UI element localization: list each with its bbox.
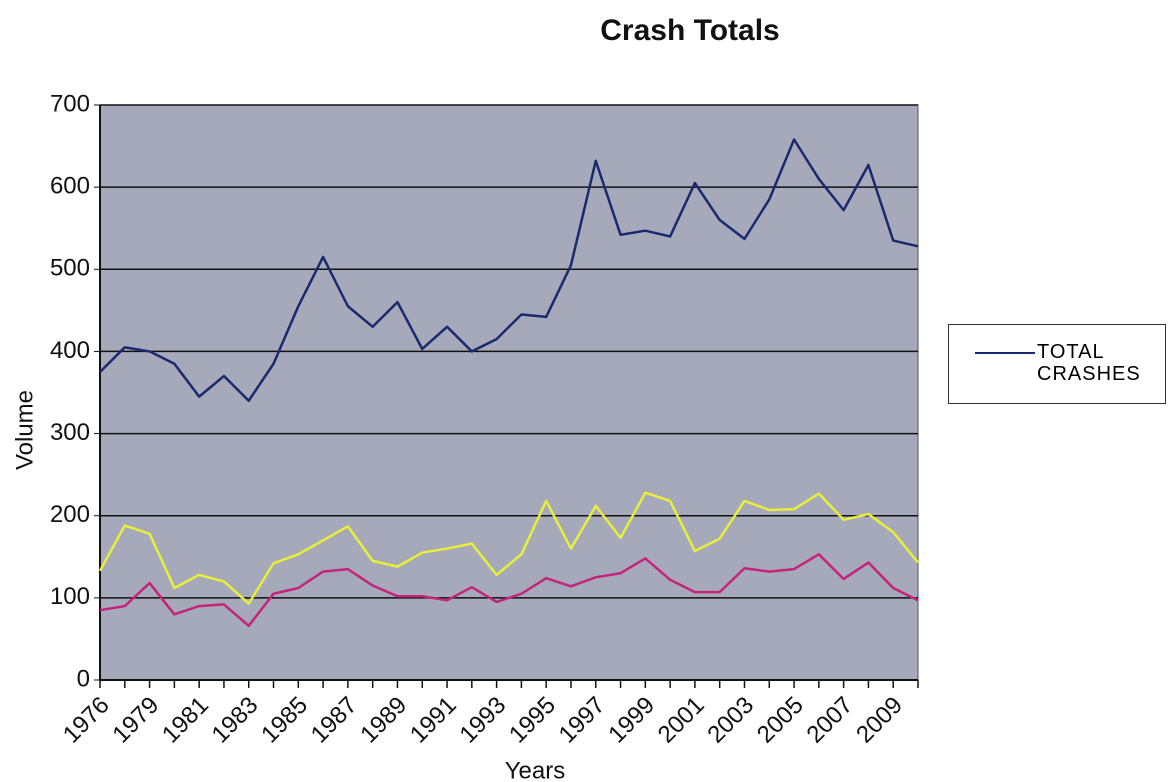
x-tick-label: 2009 [851,692,908,749]
x-tick-label: 2007 [802,692,859,749]
x-tick-label: 2001 [653,692,710,749]
x-tick-label: 2005 [752,692,809,749]
x-axis-title: Years [505,757,566,782]
legend: TOTAL CRASHES [948,324,1166,404]
x-tick-label: 1983 [207,692,264,749]
x-tick-label: 1987 [306,692,363,749]
x-tick-label: 1989 [355,692,412,749]
y-tick-label: 200 [50,501,90,528]
plot-area [99,104,919,681]
data-line [99,553,919,628]
y-tick-label: 700 [50,90,90,117]
y-tick-label: 600 [50,172,90,199]
y-tick-label: 100 [50,583,90,610]
x-tick-label: 1997 [554,692,611,749]
x-tick-label: 1976 [58,692,115,749]
y-tick-label: 300 [50,419,90,446]
x-tick-label: 1991 [405,692,462,749]
legend-label: TOTAL CRASHES [1037,341,1141,385]
x-tick-label: 1995 [504,692,561,749]
x-tick-label: 1981 [157,692,214,749]
data-line [98,491,919,605]
chart-title: Crash Totals [600,14,780,47]
legend-swatch [975,352,1035,354]
data-line [99,138,919,402]
x-tick-label: 1999 [603,692,660,749]
y-tick-label: 400 [50,337,90,364]
y-tick-label: 500 [50,255,90,282]
y-axis-title: Volume [11,390,38,470]
y-tick-label: 0 [77,665,90,692]
x-tick-label: 2003 [702,692,759,749]
x-tick-label: 1979 [107,692,164,749]
x-tick-label: 1993 [454,692,511,749]
x-tick-label: 1985 [256,692,313,749]
